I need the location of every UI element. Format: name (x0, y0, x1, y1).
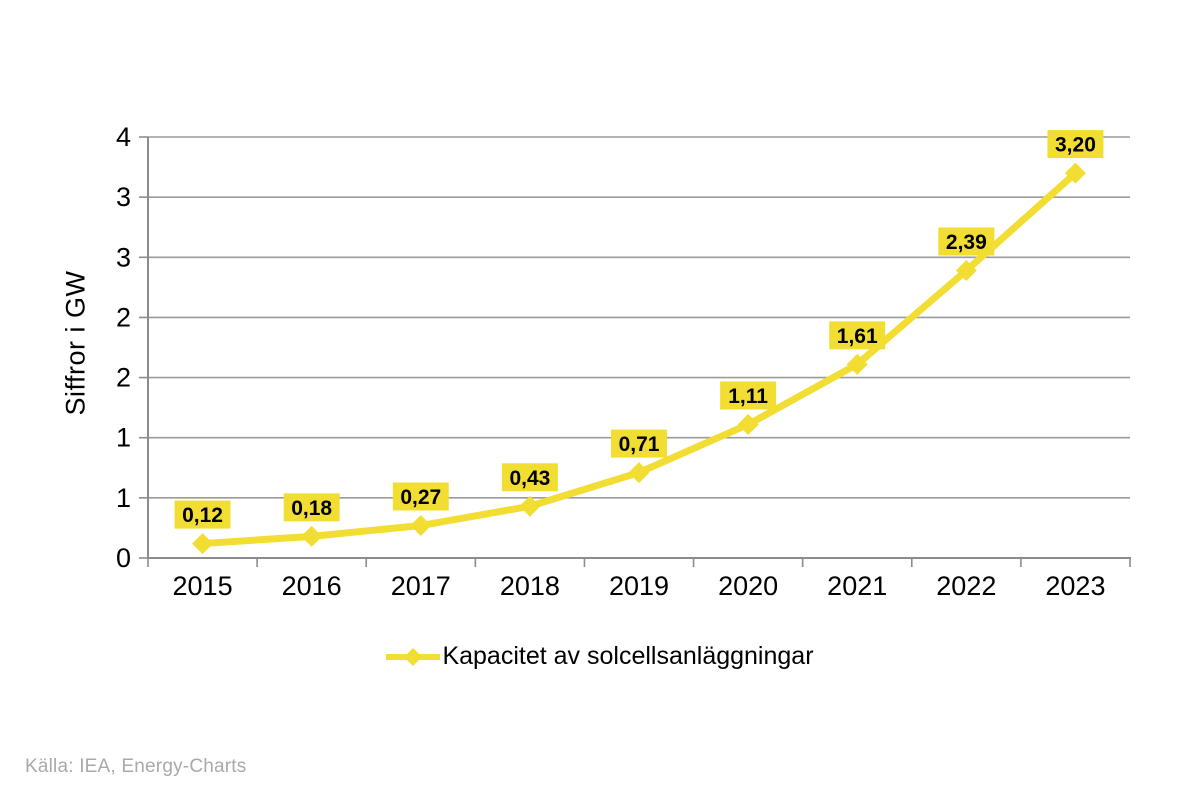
data-label-box (174, 500, 231, 529)
x-tick-label: 2016 (282, 571, 342, 601)
y-tick-label: 3 (116, 182, 131, 212)
data-label-box (829, 321, 886, 350)
x-tick-label: 2018 (500, 571, 560, 601)
legend-line-marker-icon (386, 647, 441, 666)
data-label: 0,27 (400, 486, 441, 509)
y-tick-label: 0 (116, 543, 131, 573)
data-label: 0,71 (619, 433, 660, 456)
source-note: Källa: IEA, Energy-Charts (25, 756, 247, 777)
y-tick-label: 4 (116, 122, 131, 152)
data-label-box (1047, 130, 1104, 159)
data-point-marker (846, 353, 868, 375)
y-tick-label: 3 (116, 242, 131, 272)
y-tick-label: 2 (116, 363, 131, 393)
x-tick-label: 2015 (173, 571, 233, 601)
x-tick-label: 2023 (1045, 571, 1105, 601)
data-point-marker (628, 462, 650, 484)
data-label-box (720, 381, 777, 410)
data-label-box (501, 463, 558, 492)
data-label: 1,61 (837, 325, 878, 348)
data-label-box (938, 227, 995, 256)
x-tick-label: 2022 (936, 571, 996, 601)
data-point-marker (955, 260, 977, 282)
data-point-marker (301, 525, 323, 547)
x-tick-label: 2020 (718, 571, 778, 601)
data-point-marker (410, 515, 432, 537)
data-point-marker (519, 495, 541, 517)
data-label: 2,39 (946, 231, 987, 254)
data-label-box (611, 429, 667, 458)
legend-series-label: Kapacitet av solcellsanläggningar (442, 642, 814, 670)
data-label: 1,11 (728, 385, 768, 408)
data-point-marker (192, 533, 214, 555)
legend: Kapacitet av solcellsanläggningar (0, 642, 1200, 671)
legend-marker (404, 647, 423, 666)
data-label: 0,43 (509, 467, 550, 490)
data-label-box (283, 493, 340, 522)
y-tick-label: 2 (116, 302, 131, 332)
x-tick-label: 2017 (391, 571, 451, 601)
data-point-marker (737, 413, 759, 435)
data-label: 0,18 (291, 497, 332, 520)
data-point-marker (1064, 162, 1086, 184)
y-tick-label: 1 (116, 423, 131, 453)
data-label: 0,12 (182, 504, 223, 527)
x-tick-label: 2021 (827, 571, 887, 601)
y-tick-label: 1 (116, 483, 131, 513)
data-label: 3,20 (1055, 134, 1096, 157)
x-tick-label: 2019 (609, 571, 669, 601)
data-label-box (392, 482, 449, 511)
